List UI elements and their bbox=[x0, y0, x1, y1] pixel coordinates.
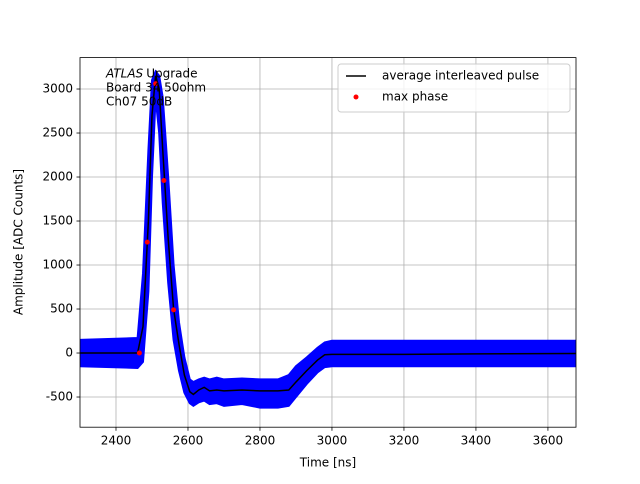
x-tick-label: 3000 bbox=[317, 434, 348, 448]
max-phase-point bbox=[144, 239, 150, 245]
plot-area bbox=[80, 69, 576, 409]
pulse-line bbox=[80, 75, 576, 396]
y-tick-label: 2500 bbox=[42, 126, 73, 140]
max-phase-point bbox=[171, 307, 177, 313]
x-axis-label: Time [ns] bbox=[299, 456, 356, 470]
x-tick-label: 2800 bbox=[245, 434, 276, 448]
max-phase-point bbox=[136, 350, 142, 356]
x-tick-label: 3200 bbox=[389, 434, 420, 448]
x-tick-label: 2600 bbox=[173, 434, 204, 448]
y-tick-label: 500 bbox=[50, 302, 73, 316]
y-tick-label: 0 bbox=[65, 346, 73, 360]
annotation-italic: ATLAS bbox=[105, 67, 144, 81]
x-tick-label: 3400 bbox=[461, 434, 492, 448]
max-phase-point bbox=[153, 81, 159, 87]
axes-frame bbox=[79, 57, 577, 428]
max-phase-point bbox=[161, 178, 167, 184]
x-tick-label: 2400 bbox=[101, 434, 132, 448]
y-tick-label: 1500 bbox=[42, 214, 73, 228]
y-tick-label: 2000 bbox=[42, 170, 73, 184]
annotation-line: Ch07 50dB bbox=[106, 95, 172, 109]
grid bbox=[80, 57, 576, 428]
y-tick-label: 3000 bbox=[42, 82, 73, 96]
annotation-line: Board 34 50ohm bbox=[106, 81, 206, 95]
y-tick-label: 1000 bbox=[42, 258, 73, 272]
legend: average interleaved pulse max phase bbox=[337, 63, 571, 113]
legend-swatch bbox=[353, 94, 359, 100]
y-axis-label: Amplitude [ADC Counts] bbox=[12, 169, 26, 315]
x-tick-label: 3600 bbox=[533, 434, 564, 448]
annotation-line: Upgrade bbox=[146, 67, 197, 81]
legend-box bbox=[337, 63, 571, 113]
y-tick-label: -500 bbox=[46, 390, 73, 404]
ticks: 2400 2600 2800 3000 3200 3400 3600 -500 0 500 1000… bbox=[42, 82, 563, 448]
legend-label: average interleaved pulse bbox=[382, 69, 539, 83]
noise-band bbox=[80, 69, 576, 409]
legend-label: max phase bbox=[382, 90, 448, 104]
